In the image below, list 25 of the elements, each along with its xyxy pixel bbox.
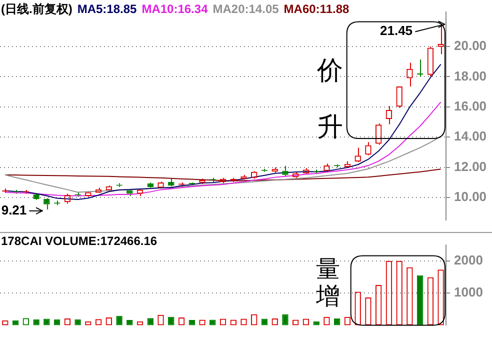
- text: MA20:14.05: [212, 2, 279, 16]
- y-tick-label: 10.00: [454, 189, 487, 204]
- candlestick: [416, 59, 424, 78]
- annotation: 9.21: [1, 202, 27, 218]
- annotation: 升: [317, 112, 344, 142]
- y-tick-label: 14.00: [454, 128, 487, 144]
- annotation: 增: [314, 282, 340, 310]
- y-tick-label: 1000: [454, 284, 483, 300]
- y-tick-label: 16.00: [454, 98, 487, 114]
- y-tick-label: 2000: [454, 252, 483, 268]
- text: MA10:16.34: [142, 2, 208, 16]
- y-tick-label: 12.00: [454, 158, 487, 174]
- bar: [416, 275, 424, 326]
- candlestick: [44, 198, 50, 210]
- annotation: 21.45: [380, 23, 413, 38]
- text: MA5:18.85: [77, 2, 137, 16]
- chart-title: 178CAI VOLUME:172466.16: [1, 234, 158, 248]
- candlestick: [282, 165, 288, 177]
- y-tick-label: 18.00: [454, 68, 487, 84]
- y-tick-label: 20.00: [454, 38, 487, 54]
- bar: [282, 314, 288, 326]
- annotation: 价: [316, 56, 344, 86]
- chart-title: (日线.前复权): [1, 2, 72, 16]
- annotation: 量: [316, 254, 340, 283]
- text: MA60:11.88: [284, 2, 350, 16]
